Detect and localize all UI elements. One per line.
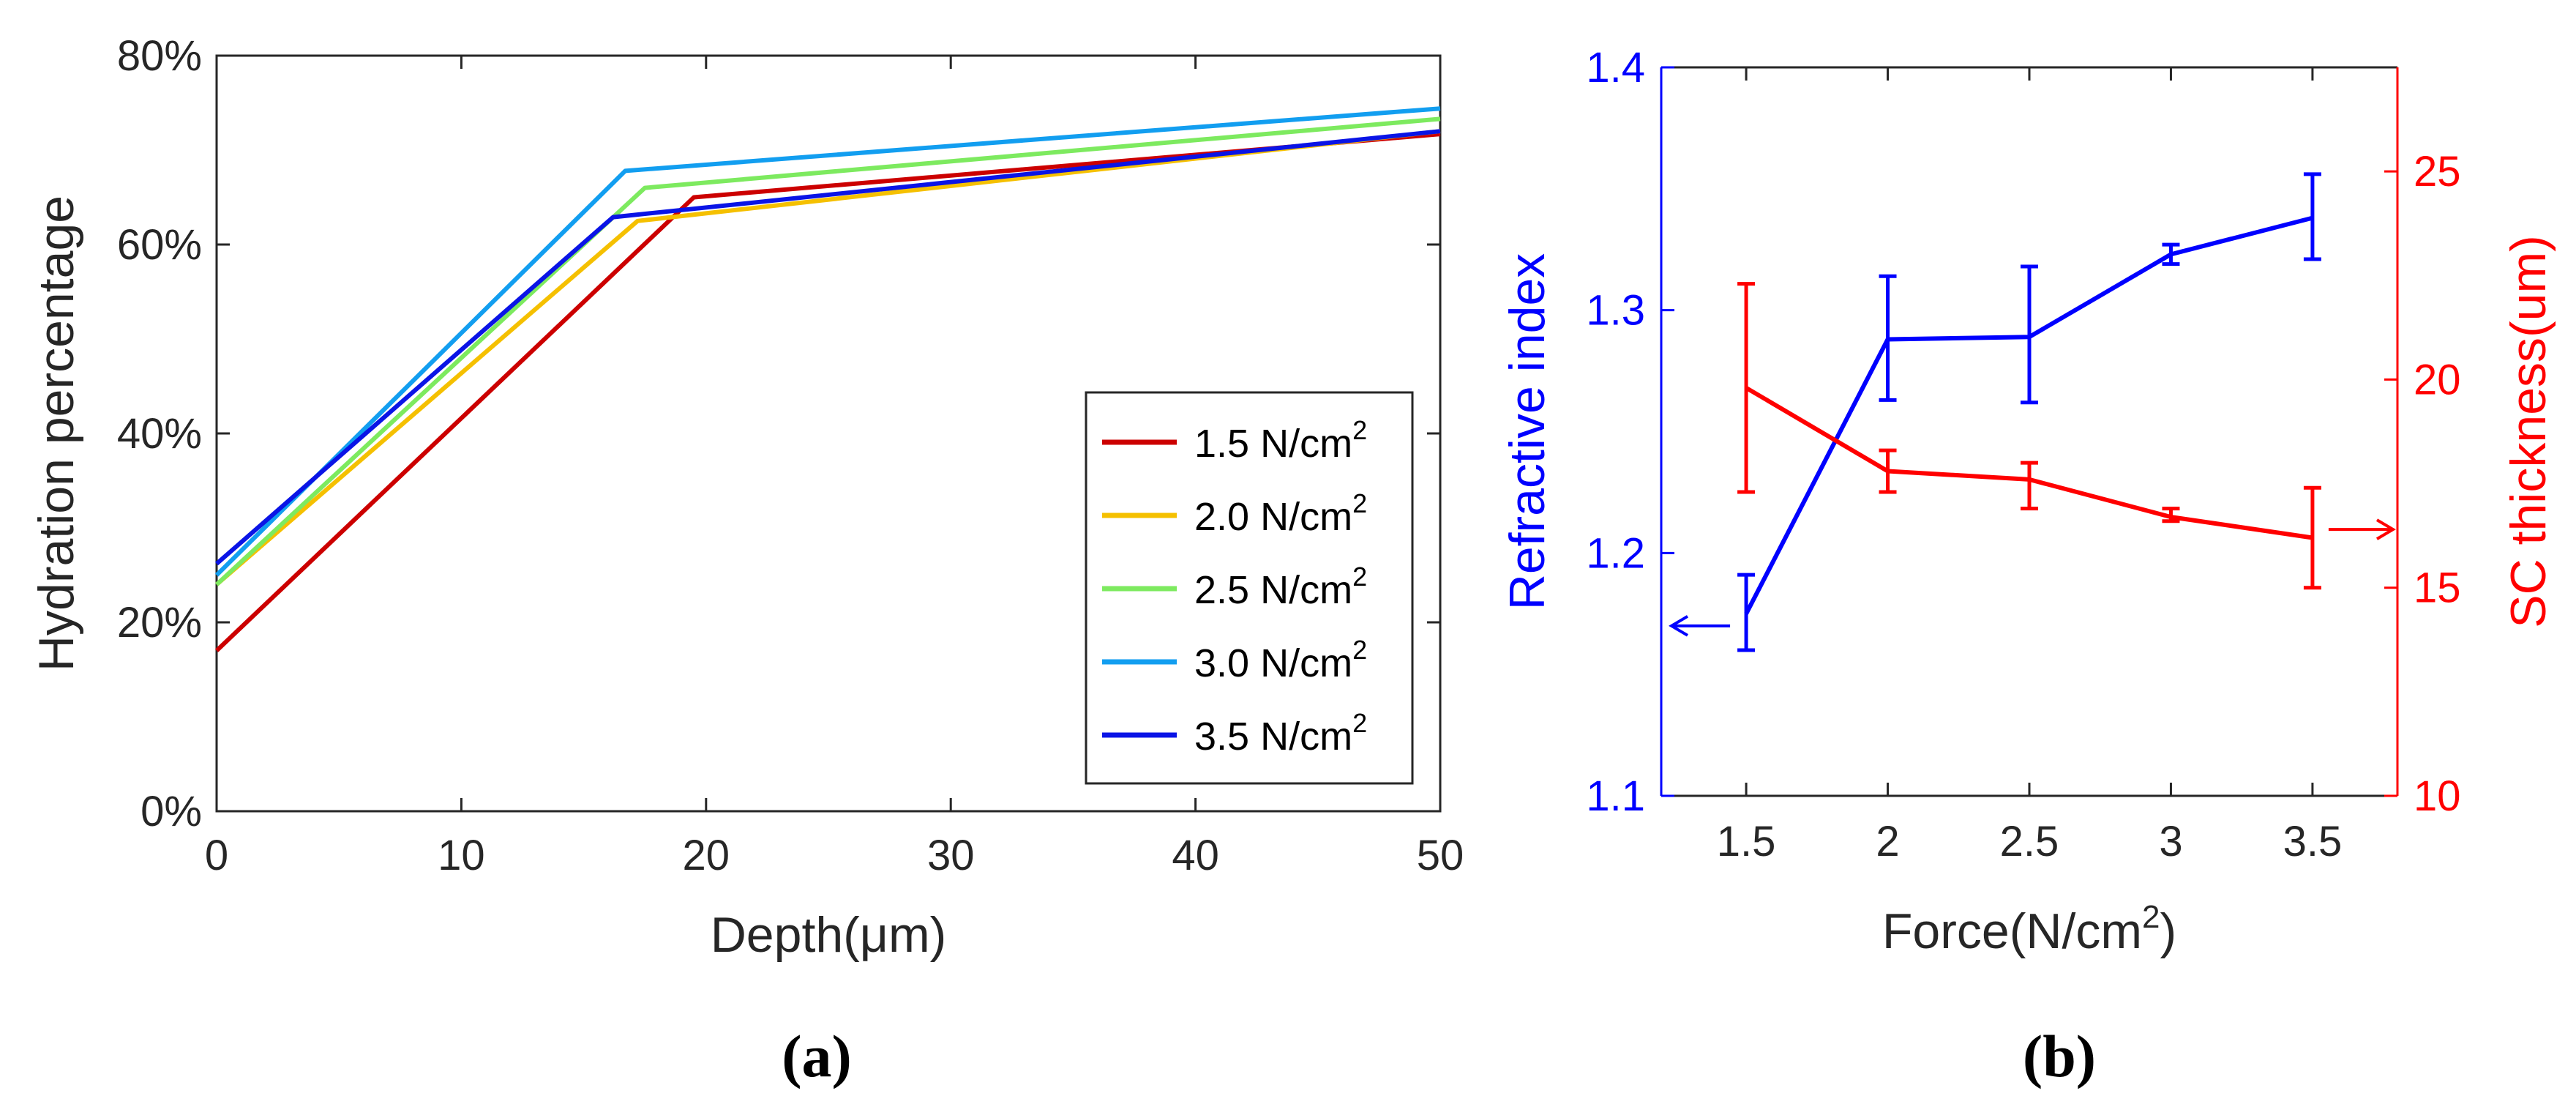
- legend-label-2-0: 2.0 N/cm2: [1194, 488, 1367, 539]
- legend-label-1-5: 1.5 N/cm2: [1194, 415, 1367, 466]
- arrow-right-head: [2375, 518, 2396, 540]
- y-tick-label-right-b: 20: [2414, 356, 2461, 403]
- y-axis-label-a: Hydration percentage: [29, 195, 84, 671]
- x-tick-label-b: 3: [2159, 818, 2182, 865]
- y-tick-label-a: 80%: [117, 32, 202, 80]
- y-tick-label-right-b: 10: [2414, 772, 2461, 820]
- y-axis-label-right-b: SC thickness(um): [2501, 235, 2556, 628]
- x-tick-label-b: 3.5: [2283, 818, 2343, 865]
- legend-label-2-5: 2.5 N/cm2: [1194, 562, 1367, 612]
- hydration-chart: 0 10 20 30 40 50 0% 20% 40% 60% 80% Depth(μm) Hydrat…: [29, 32, 1464, 963]
- panel-a-label: (a): [782, 1023, 852, 1089]
- y-tick-label-a: 60%: [117, 221, 202, 269]
- x-tick-label-a: 0: [205, 832, 228, 879]
- x-tick-label-b: 1.5: [1717, 818, 1776, 865]
- x-tick-label-b: 2: [1876, 818, 1899, 865]
- x-axis-label-a: Depth(μm): [711, 907, 947, 963]
- y-axis-label-left-b: Refractive index: [1499, 253, 1555, 611]
- series-line-3-5: [215, 129, 1441, 566]
- y-tick-label-left-b: 1.4: [1586, 44, 1645, 92]
- series-line-3-0: [214, 106, 1441, 577]
- y-tick-label-a: 0%: [141, 788, 202, 835]
- arrow-left-head: [1669, 615, 1689, 637]
- panel-b-label: (b): [2023, 1023, 2096, 1089]
- x-tick-label-a: 10: [438, 832, 485, 879]
- legend-label-3-5: 3.5 N/cm2: [1194, 708, 1367, 758]
- y-tick-label-left-b: 1.3: [1586, 287, 1645, 335]
- y-tick-label-right-b: 25: [2414, 148, 2461, 195]
- x-tick-label-a: 30: [927, 832, 975, 879]
- x-axis-label-b: Force(N/cm2): [1882, 899, 2176, 959]
- y-tick-label-a: 40%: [117, 410, 202, 458]
- y-tick-label-a: 20%: [117, 599, 202, 646]
- series-line-2-5: [214, 116, 1441, 586]
- x-tick-label-a: 40: [1172, 832, 1219, 879]
- y-tick-label-left-b: 1.1: [1586, 772, 1645, 820]
- x-tick-label-a: 50: [1417, 832, 1464, 879]
- y-tick-label-right-b: 15: [2414, 564, 2461, 612]
- refractive-index-chart: 1.5 2 2.5 3 3.5 1.1 1.2 1.3 1.4 10 15 20 25 Force(N/c…: [1499, 44, 2556, 959]
- x-tick-label-a: 20: [683, 832, 730, 879]
- y-tick-label-left-b: 1.2: [1586, 529, 1645, 577]
- legend-label-3-0: 3.0 N/cm2: [1194, 635, 1367, 685]
- x-tick-label-b: 2.5: [2000, 818, 2059, 865]
